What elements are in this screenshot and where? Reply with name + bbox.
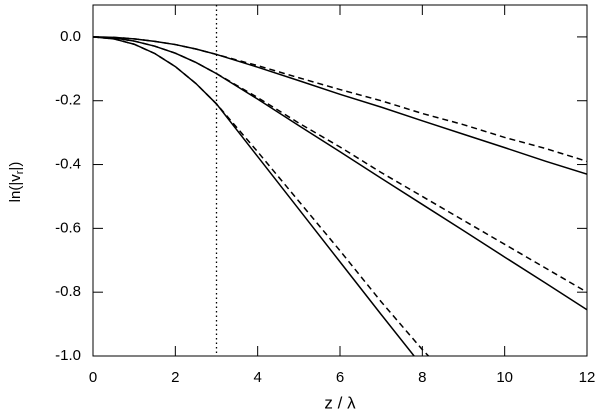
data-line [93,36,430,356]
x-tick-label: 12 [579,369,596,386]
y-axis-label: ln(|vr|) [7,162,26,203]
y-label-suffix: |) [7,162,24,171]
data-line [93,36,587,293]
x-tick-label: 6 [336,369,344,386]
y-tick-label: -0.8 [55,283,81,300]
data-line [93,36,587,311]
x-tick-label: 10 [496,369,513,386]
y-tick-label: 0.0 [60,28,81,45]
y-label-subscript: r [14,170,26,174]
y-tick-label: -0.6 [55,219,81,236]
x-tick-label: 2 [171,369,179,386]
data-line [93,36,587,175]
x-tick-label: 4 [253,369,261,386]
data-line [93,36,415,356]
y-tick-label: -0.4 [55,156,81,173]
data-line [93,36,587,163]
x-axis-label: z / λ [324,393,356,412]
x-tick-label: 0 [89,369,97,386]
y-tick-label: -0.2 [55,92,81,109]
x-tick-label: 8 [418,369,426,386]
plot-frame [92,4,588,357]
plot-area [93,5,587,356]
y-tick-label: -1.0 [55,347,81,364]
y-label-prefix: ln(|v [7,174,24,203]
